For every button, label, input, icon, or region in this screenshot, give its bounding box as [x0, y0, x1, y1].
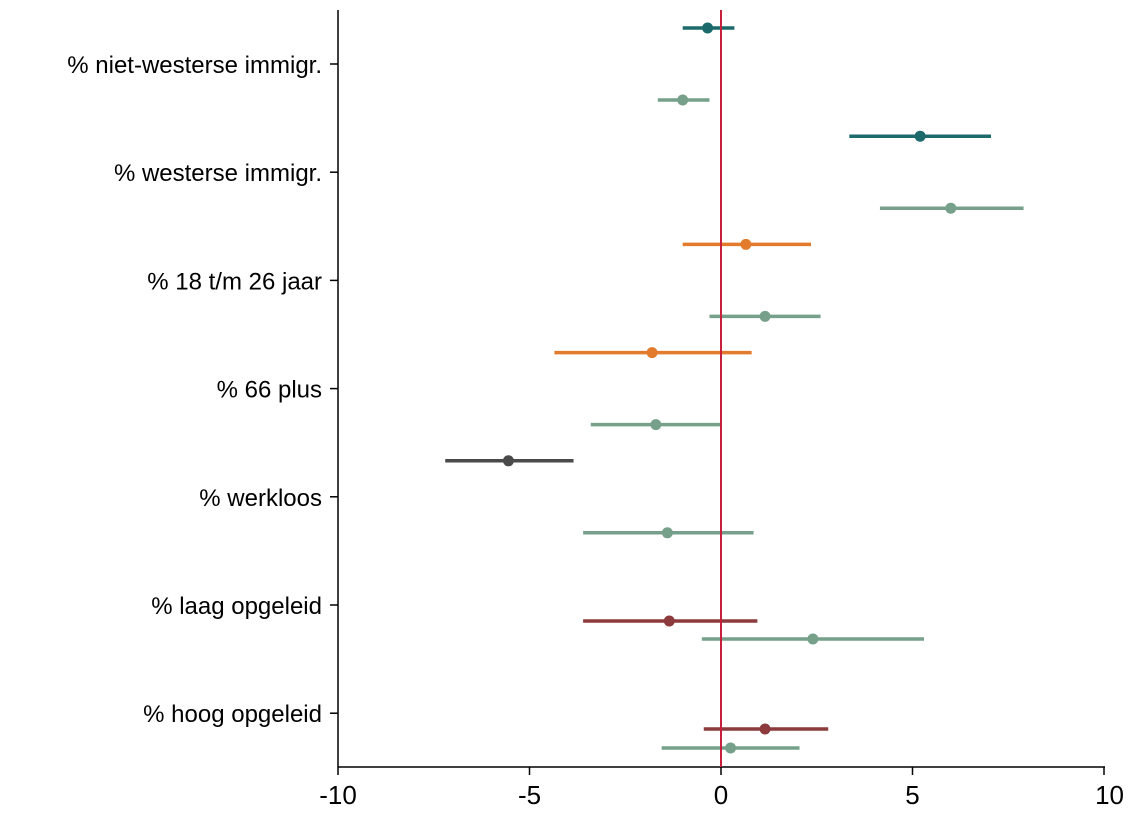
- point-marker: [661, 527, 673, 539]
- x-tick-label: 0: [714, 780, 728, 809]
- x-tick-label: 5: [905, 780, 919, 809]
- point-marker: [759, 723, 771, 735]
- point-marker: [759, 310, 771, 322]
- point-marker: [914, 130, 926, 142]
- point-marker: [663, 615, 675, 627]
- point-estimates: [502, 22, 957, 754]
- point-marker: [702, 22, 714, 34]
- point-marker: [677, 94, 689, 106]
- y-tick-label: % werkloos: [199, 485, 322, 512]
- x-tick-label: -10: [319, 780, 357, 809]
- point-marker: [502, 455, 514, 467]
- point-marker: [945, 202, 957, 214]
- axes: -10 -5 0 5 10 % niet-westerse immigr. % wester…: [67, 10, 1124, 810]
- point-marker: [740, 238, 752, 250]
- point-marker: [725, 742, 737, 754]
- point-marker: [807, 633, 819, 645]
- y-tick-label: % hoog opgeleid: [143, 701, 322, 728]
- x-tick-label: -5: [518, 780, 541, 809]
- point-marker: [650, 419, 662, 431]
- point-marker: [646, 347, 658, 359]
- y-tick-label: % 66 plus: [217, 377, 322, 404]
- y-tick-label: % niet-westerse immigr.: [67, 52, 322, 79]
- y-tick-label: % laag opgeleid: [151, 593, 322, 620]
- y-tick-label: % westerse immigr.: [114, 160, 322, 187]
- confidence-intervals: [445, 26, 1024, 750]
- x-tick-label: 10: [1095, 780, 1124, 809]
- y-tick-label: % 18 t/m 26 jaar: [147, 268, 322, 295]
